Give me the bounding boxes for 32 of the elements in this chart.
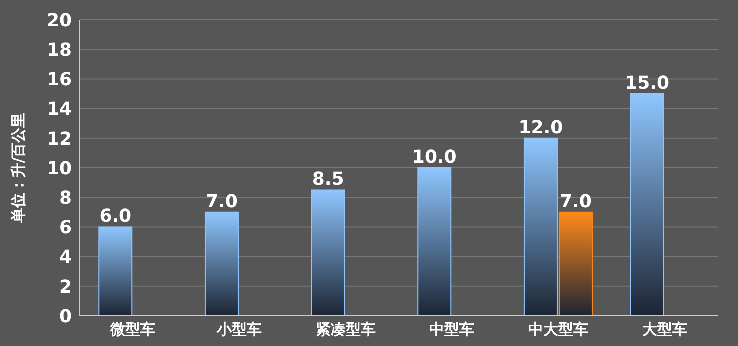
- y-tick-label: 12: [46, 128, 72, 150]
- y-tick-label: 6: [59, 218, 72, 239]
- y-axis-title: 单位：升/百公里: [9, 112, 28, 224]
- y-tick-label: 16: [46, 70, 72, 91]
- data-label: 7.0: [560, 191, 592, 212]
- x-tick-label: 微型车: [110, 320, 156, 339]
- x-tick-label: 小型车: [216, 320, 262, 339]
- y-tick-label: 20: [46, 10, 72, 32]
- data-label: 12.0: [518, 117, 564, 138]
- data-label: 15.0: [625, 73, 670, 94]
- y-tick-label: 18: [46, 40, 72, 61]
- x-tick-label: 紧凑型车: [316, 320, 376, 339]
- data-label: 7.0: [206, 191, 238, 212]
- y-tick-label: 14: [46, 99, 72, 120]
- x-tick-label: 大型车: [642, 320, 688, 339]
- x-tick-label: 中大型车: [528, 320, 588, 339]
- bar: [311, 190, 346, 316]
- x-tick-label: 中型车: [430, 320, 475, 339]
- bar: [558, 212, 593, 316]
- bar: [524, 138, 558, 316]
- y-tick-label: 10: [46, 158, 72, 180]
- bar: [98, 226, 133, 316]
- bar: [630, 94, 664, 316]
- data-label: 10.0: [412, 147, 457, 168]
- data-label: 6.0: [100, 206, 132, 228]
- data-label: 8.5: [312, 169, 344, 190]
- y-tick-label: 8: [59, 188, 72, 209]
- bar: [418, 168, 452, 316]
- bar: [204, 212, 239, 316]
- y-tick-label: 0: [59, 306, 72, 328]
- y-tick-label: 4: [59, 247, 72, 268]
- y-tick-label: 2: [59, 276, 72, 298]
